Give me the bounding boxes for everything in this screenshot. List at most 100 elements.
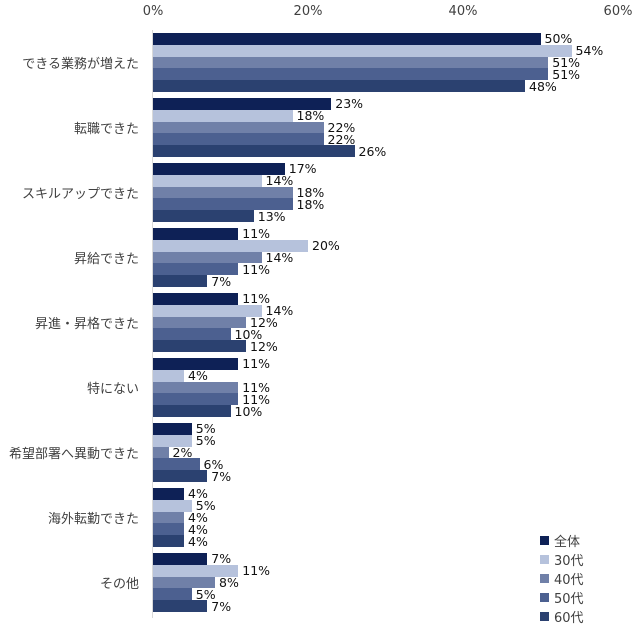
bar-row: 4%	[153, 368, 270, 384]
bar-row: 4%	[153, 535, 216, 548]
bar-row: 23%	[153, 96, 386, 112]
bar-row: 8%	[153, 575, 270, 590]
bar-30代	[153, 369, 184, 382]
legend-item: 全体	[540, 531, 584, 550]
bar-50代	[153, 133, 324, 146]
value-label: 23%	[335, 96, 364, 112]
x-axis-tick: 0%	[142, 4, 164, 19]
bar-40代	[153, 511, 184, 524]
legend-label: 40代	[554, 573, 584, 588]
bar-row: 11%	[153, 291, 293, 307]
bar-row: 14%	[153, 250, 340, 265]
bar-row: 22%	[153, 120, 386, 135]
value-label: 10%	[234, 326, 263, 342]
value-label: 18%	[296, 185, 325, 200]
y-axis-line	[152, 30, 153, 618]
x-axis-tick: 40%	[448, 4, 478, 19]
bar-stack: 17% 14% 18% 18% 13%	[153, 162, 325, 223]
value-label: 54%	[575, 43, 604, 59]
value-label: 4%	[188, 510, 208, 525]
legend-swatch	[540, 612, 549, 621]
bar-60代	[153, 80, 525, 92]
category-label: 転職できた	[73, 121, 139, 137]
bar-group: 特にない 11% 4% 11% 11% 10%	[0, 356, 640, 419]
value-label: 10%	[234, 403, 263, 419]
bar-60代	[153, 600, 208, 612]
bar-row: 54%	[153, 43, 604, 59]
bar-50代	[153, 198, 293, 211]
bar-row: 11%	[153, 356, 271, 372]
legend-item: 60代	[540, 607, 584, 626]
value-label: 5%	[195, 421, 216, 437]
value-label: 26%	[358, 143, 387, 159]
bar-row: 50%	[153, 31, 603, 47]
value-label: 7%	[211, 273, 232, 289]
legend-item: 30代	[540, 550, 584, 569]
value-label: 50%	[544, 31, 573, 47]
bar-30代	[153, 239, 308, 252]
value-label: 51%	[552, 55, 581, 70]
value-label: 12%	[250, 315, 278, 330]
bar-40代	[153, 251, 262, 264]
value-label: 11%	[242, 226, 271, 242]
bar-row: 5%	[153, 586, 270, 602]
x-axis-tick: 20%	[293, 4, 323, 19]
legend-swatch	[540, 536, 549, 545]
value-label: 11%	[242, 563, 271, 579]
value-label: 2%	[172, 445, 193, 460]
category-label: 海外転勤できた	[47, 511, 139, 527]
bar-row: 17%	[153, 162, 324, 175]
bar-全体	[153, 423, 192, 435]
bar-40代	[153, 316, 246, 329]
bar-40代	[153, 381, 239, 394]
value-label: 11%	[242, 380, 271, 395]
bar-30代	[153, 564, 239, 577]
bar-30代	[153, 434, 192, 447]
bar-stack: 7% 11% 8% 5% 7%	[153, 552, 271, 614]
value-label: 11%	[242, 291, 271, 307]
bar-stack: 11% 20% 14% 11% 7%	[153, 226, 340, 289]
bar-row: 12%	[153, 340, 293, 353]
bar-row: 11%	[153, 563, 271, 579]
bar-全体	[153, 488, 184, 500]
bar-row: 10%	[153, 326, 293, 342]
bar-row: 18%	[153, 109, 386, 122]
bar-row: 13%	[153, 210, 324, 223]
value-label: 11%	[242, 356, 271, 372]
bar-row: 11%	[153, 226, 340, 242]
bar-stack: 11% 4% 11% 11% 10%	[153, 356, 271, 419]
value-label: 5%	[195, 586, 216, 602]
value-label: 6%	[203, 456, 224, 472]
bar-row: 7%	[153, 273, 340, 289]
value-label: 22%	[327, 120, 356, 135]
value-label: 4%	[188, 486, 208, 502]
bar-50代	[153, 523, 184, 536]
value-label: 14%	[265, 173, 294, 189]
bar-group: 希望部署へ異動できた 5% 5% 2% 6% 7%	[0, 421, 640, 484]
bar-row: 18%	[153, 185, 325, 200]
bar-stack: 4% 5% 4% 4% 4%	[153, 486, 216, 548]
bar-row: 7%	[153, 598, 270, 614]
value-label: 5%	[195, 433, 216, 449]
bar-60代	[153, 145, 355, 157]
bar-30代	[153, 174, 262, 187]
value-label: 7%	[211, 598, 232, 614]
bar-row: 5%	[153, 499, 216, 512]
bar-group: スキルアップできた 17% 14% 18% 18% 13%	[0, 162, 640, 223]
bar-全体	[153, 163, 285, 175]
bar-全体	[153, 228, 239, 240]
bar-row: 6%	[153, 456, 231, 472]
bar-row: 4%	[153, 523, 216, 536]
bar-60代	[153, 210, 254, 222]
value-label: 7%	[211, 468, 232, 484]
bar-全体	[153, 553, 208, 565]
value-label: 8%	[219, 575, 239, 590]
value-label: 14%	[265, 250, 294, 265]
value-label: 4%	[188, 368, 208, 384]
category-label: スキルアップできた	[21, 186, 139, 202]
bar-group: できる業務が増えた 50% 54% 51% 51% 48%	[0, 31, 640, 92]
bar-row: 5%	[153, 421, 231, 437]
bar-group: 転職できた 23% 18% 22% 22% 26%	[0, 96, 640, 159]
bar-row: 10%	[153, 403, 270, 419]
